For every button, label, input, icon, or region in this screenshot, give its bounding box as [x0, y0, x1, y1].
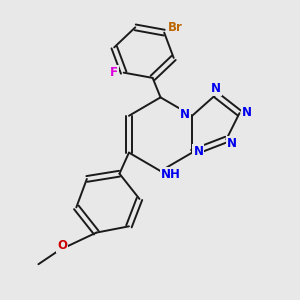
Text: N: N [211, 82, 221, 95]
Text: N: N [226, 137, 237, 150]
Text: N: N [194, 145, 203, 158]
Text: N: N [180, 108, 190, 121]
Text: O: O [57, 239, 67, 252]
Text: Br: Br [168, 21, 183, 34]
Text: NH: NH [161, 168, 181, 181]
Text: F: F [110, 66, 118, 79]
Text: N: N [242, 106, 252, 118]
